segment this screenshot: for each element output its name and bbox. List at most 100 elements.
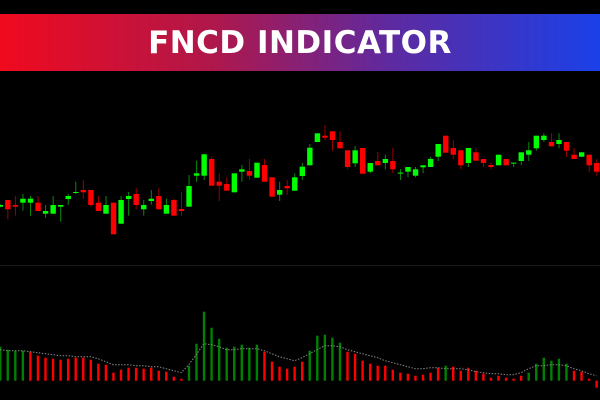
candle-body xyxy=(360,148,366,174)
histogram-bar xyxy=(368,363,372,381)
candle-body xyxy=(261,165,268,182)
histogram-bar xyxy=(331,337,334,381)
histogram-bar xyxy=(195,343,198,381)
candle-body xyxy=(548,142,555,147)
candle xyxy=(473,148,479,161)
histogram-bar xyxy=(595,380,598,388)
histogram-bar xyxy=(353,353,357,381)
histogram-bar xyxy=(519,375,523,381)
candle xyxy=(420,165,426,174)
candle xyxy=(488,162,494,170)
histogram-bar xyxy=(36,355,40,381)
candle-body xyxy=(427,159,434,167)
candle xyxy=(533,135,540,151)
histogram-bar xyxy=(376,365,379,381)
candle xyxy=(594,159,600,176)
candle xyxy=(110,202,117,235)
candle xyxy=(5,200,11,220)
histogram-bar xyxy=(414,375,417,381)
candle-body xyxy=(20,198,26,203)
histogram-bar xyxy=(587,378,591,381)
candle-body xyxy=(367,163,373,172)
histogram-bar xyxy=(150,367,153,381)
histogram-bar xyxy=(497,375,500,381)
candle xyxy=(450,140,456,159)
candle-body xyxy=(110,202,117,235)
candle-body xyxy=(412,169,419,176)
candle xyxy=(412,167,419,178)
candle xyxy=(367,163,373,174)
histogram-bar xyxy=(142,368,145,381)
candle-body xyxy=(95,202,102,211)
histogram-bar xyxy=(421,374,425,381)
candle xyxy=(254,162,260,178)
histogram-bar xyxy=(323,334,327,381)
candle-body xyxy=(292,177,298,191)
candle-body xyxy=(578,152,585,157)
histogram-bar xyxy=(217,338,221,381)
candle xyxy=(337,131,343,149)
histogram-bar xyxy=(361,360,364,381)
candle xyxy=(556,133,562,149)
candle-body xyxy=(586,154,592,166)
candle-body xyxy=(125,196,132,199)
candle xyxy=(390,148,396,174)
candle xyxy=(382,154,389,170)
candle xyxy=(20,194,26,211)
candle-body xyxy=(518,152,524,161)
histogram-bar xyxy=(301,361,304,381)
histogram-bar xyxy=(44,357,47,381)
candle xyxy=(231,173,238,193)
candle xyxy=(503,159,509,166)
candle xyxy=(12,196,19,216)
histogram-bar xyxy=(338,342,342,381)
candle-body xyxy=(27,198,34,203)
candle-body xyxy=(329,131,336,140)
histogram-bar xyxy=(278,366,281,381)
candle-body xyxy=(563,142,570,151)
histogram-bar xyxy=(165,371,168,381)
histogram-bar xyxy=(489,377,493,381)
candle-body xyxy=(224,184,230,191)
candle xyxy=(156,188,162,210)
histogram-bar xyxy=(572,370,576,381)
candle-body xyxy=(352,150,358,164)
candle xyxy=(578,152,585,157)
histogram-bar xyxy=(14,350,17,381)
candle xyxy=(292,173,298,191)
candle xyxy=(511,162,517,167)
histogram-bar xyxy=(467,367,470,381)
histogram-bar xyxy=(436,367,440,381)
candle xyxy=(314,133,321,142)
candle xyxy=(307,144,313,166)
candle-body xyxy=(171,200,177,216)
candle-body xyxy=(488,165,494,167)
candle-body xyxy=(58,205,64,207)
candle-body xyxy=(178,209,185,211)
candle-body xyxy=(35,202,41,211)
histogram-bar xyxy=(74,357,77,381)
candle-body xyxy=(201,154,207,176)
candle xyxy=(209,156,215,186)
histogram-bar xyxy=(527,372,530,381)
candle-body xyxy=(103,205,109,214)
candle-body xyxy=(133,194,139,205)
candle-body xyxy=(314,133,321,142)
candle-body xyxy=(405,167,411,172)
candle-body xyxy=(80,190,87,193)
histogram-bar xyxy=(51,358,55,381)
candle-body xyxy=(541,135,547,140)
candle-body xyxy=(216,181,222,186)
candle xyxy=(480,159,487,167)
candle xyxy=(42,205,49,218)
candle-body xyxy=(480,159,487,163)
histogram-bar xyxy=(384,365,387,381)
candle xyxy=(548,133,555,147)
candle xyxy=(35,196,41,211)
candle xyxy=(284,180,290,195)
candle-body xyxy=(50,205,56,214)
candle-body xyxy=(503,159,509,166)
histogram-bar xyxy=(459,370,462,381)
candle xyxy=(0,204,3,208)
